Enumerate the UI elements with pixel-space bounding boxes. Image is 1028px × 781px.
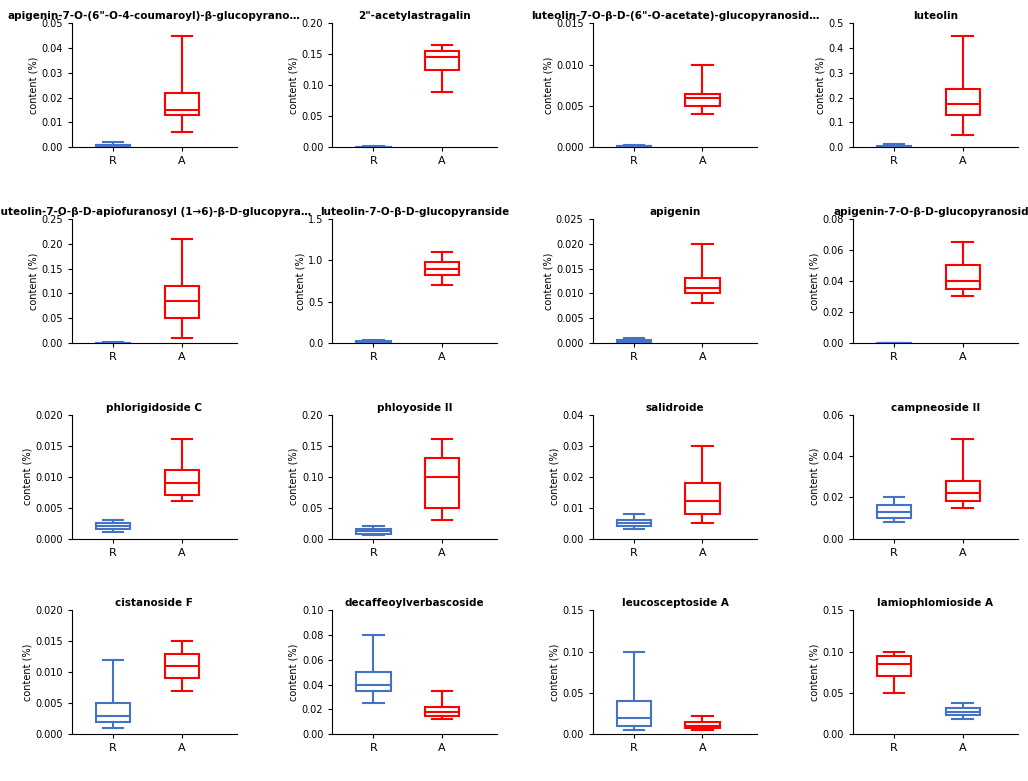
Bar	[946, 89, 980, 115]
Title: luteolin-7-O-β-D-apiofuranosyl (1→6)-β-D-glucopyra…: luteolin-7-O-β-D-apiofuranosyl (1→6)-β-D…	[0, 207, 311, 217]
Title: apigenin: apigenin	[650, 207, 701, 217]
Y-axis label: content (%): content (%)	[810, 448, 819, 505]
Bar	[617, 145, 651, 148]
Bar	[357, 672, 391, 691]
Bar	[164, 654, 199, 679]
Bar	[877, 146, 911, 147]
Bar	[686, 94, 720, 106]
Y-axis label: content (%): content (%)	[289, 448, 299, 505]
Y-axis label: content (%): content (%)	[289, 644, 299, 701]
Bar	[617, 701, 651, 726]
Y-axis label: content (%): content (%)	[289, 57, 299, 114]
Title: luteolin-7-O-β-D-glucopyranside: luteolin-7-O-β-D-glucopyranside	[320, 207, 509, 217]
Bar	[877, 505, 911, 518]
Title: luteolin-7-O-β-D-(6"-O-acetate)-glucopyranosid…: luteolin-7-O-β-D-(6"-O-acetate)-glucopyr…	[530, 11, 819, 21]
Y-axis label: content (%): content (%)	[549, 644, 559, 701]
Bar	[686, 279, 720, 294]
Title: 2"-acetylastragalin: 2"-acetylastragalin	[359, 11, 471, 21]
Bar	[877, 656, 911, 676]
Bar	[946, 266, 980, 289]
Title: luteolin: luteolin	[913, 11, 958, 21]
Title: apigenin-7-O-(6"-O-4-coumaroyl)-β-glucopyrano…: apigenin-7-O-(6"-O-4-coumaroyl)-β-glucop…	[8, 11, 301, 21]
Bar	[164, 286, 199, 318]
Title: apigenin-7-O-β-D-glucopyranoside: apigenin-7-O-β-D-glucopyranoside	[834, 207, 1028, 217]
Bar	[425, 52, 460, 70]
Bar	[425, 707, 460, 715]
Bar	[617, 341, 651, 343]
Y-axis label: content (%): content (%)	[810, 644, 819, 701]
Bar	[357, 341, 391, 342]
Title: leucosceptoside A: leucosceptoside A	[622, 598, 729, 608]
Title: lamiophlomioside A: lamiophlomioside A	[877, 598, 993, 608]
Bar	[686, 722, 720, 729]
Bar	[686, 483, 720, 514]
Bar	[357, 530, 391, 533]
Bar	[425, 458, 460, 508]
Bar	[425, 262, 460, 275]
Y-axis label: content (%): content (%)	[816, 57, 825, 114]
Title: phlorigidoside C: phlorigidoside C	[106, 402, 203, 412]
Bar	[96, 703, 131, 722]
Y-axis label: content (%): content (%)	[23, 644, 33, 701]
Title: cistanoside F: cistanoside F	[115, 598, 193, 608]
Bar	[164, 470, 199, 495]
Title: campneoside II: campneoside II	[890, 402, 980, 412]
Y-axis label: content (%): content (%)	[543, 252, 553, 309]
Title: phloyoside II: phloyoside II	[377, 402, 452, 412]
Bar	[946, 708, 980, 715]
Y-axis label: content (%): content (%)	[29, 57, 39, 114]
Bar	[946, 481, 980, 501]
Y-axis label: content (%): content (%)	[29, 252, 38, 309]
Bar	[96, 523, 131, 530]
Title: salidroide: salidroide	[646, 402, 704, 412]
Y-axis label: content (%): content (%)	[295, 252, 305, 309]
Y-axis label: content (%): content (%)	[810, 252, 819, 309]
Bar	[617, 520, 651, 526]
Bar	[96, 144, 131, 148]
Title: decaffeoylverbascoside: decaffeoylverbascoside	[344, 598, 484, 608]
Bar	[164, 93, 199, 115]
Y-axis label: content (%): content (%)	[543, 57, 553, 114]
Y-axis label: content (%): content (%)	[549, 448, 559, 505]
Y-axis label: content (%): content (%)	[23, 448, 33, 505]
